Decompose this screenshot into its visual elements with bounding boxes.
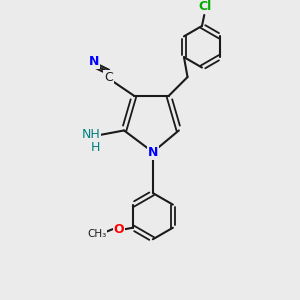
Text: N: N <box>148 146 158 159</box>
Text: O: O <box>114 223 124 236</box>
Text: Cl: Cl <box>198 0 212 13</box>
Text: N: N <box>88 55 99 68</box>
Text: NH: NH <box>82 128 100 141</box>
Text: H: H <box>91 141 100 154</box>
Text: C: C <box>104 70 112 83</box>
Text: CH₃: CH₃ <box>87 230 106 239</box>
